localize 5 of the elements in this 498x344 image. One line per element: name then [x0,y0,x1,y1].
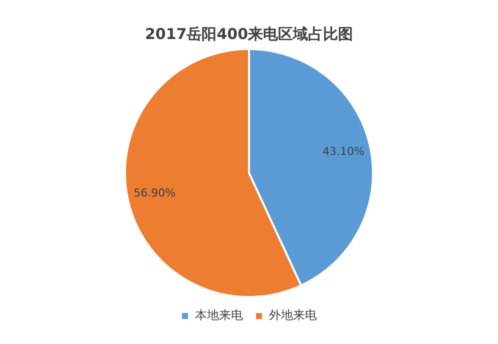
legend-label: 外地来电 [269,308,317,322]
data-label: 56.90% [134,186,176,200]
legend-label: 本地来电 [195,308,243,322]
chart-title: 2017岳阳400来电区域占比图 [144,24,354,43]
data-label: 43.10% [322,145,364,158]
